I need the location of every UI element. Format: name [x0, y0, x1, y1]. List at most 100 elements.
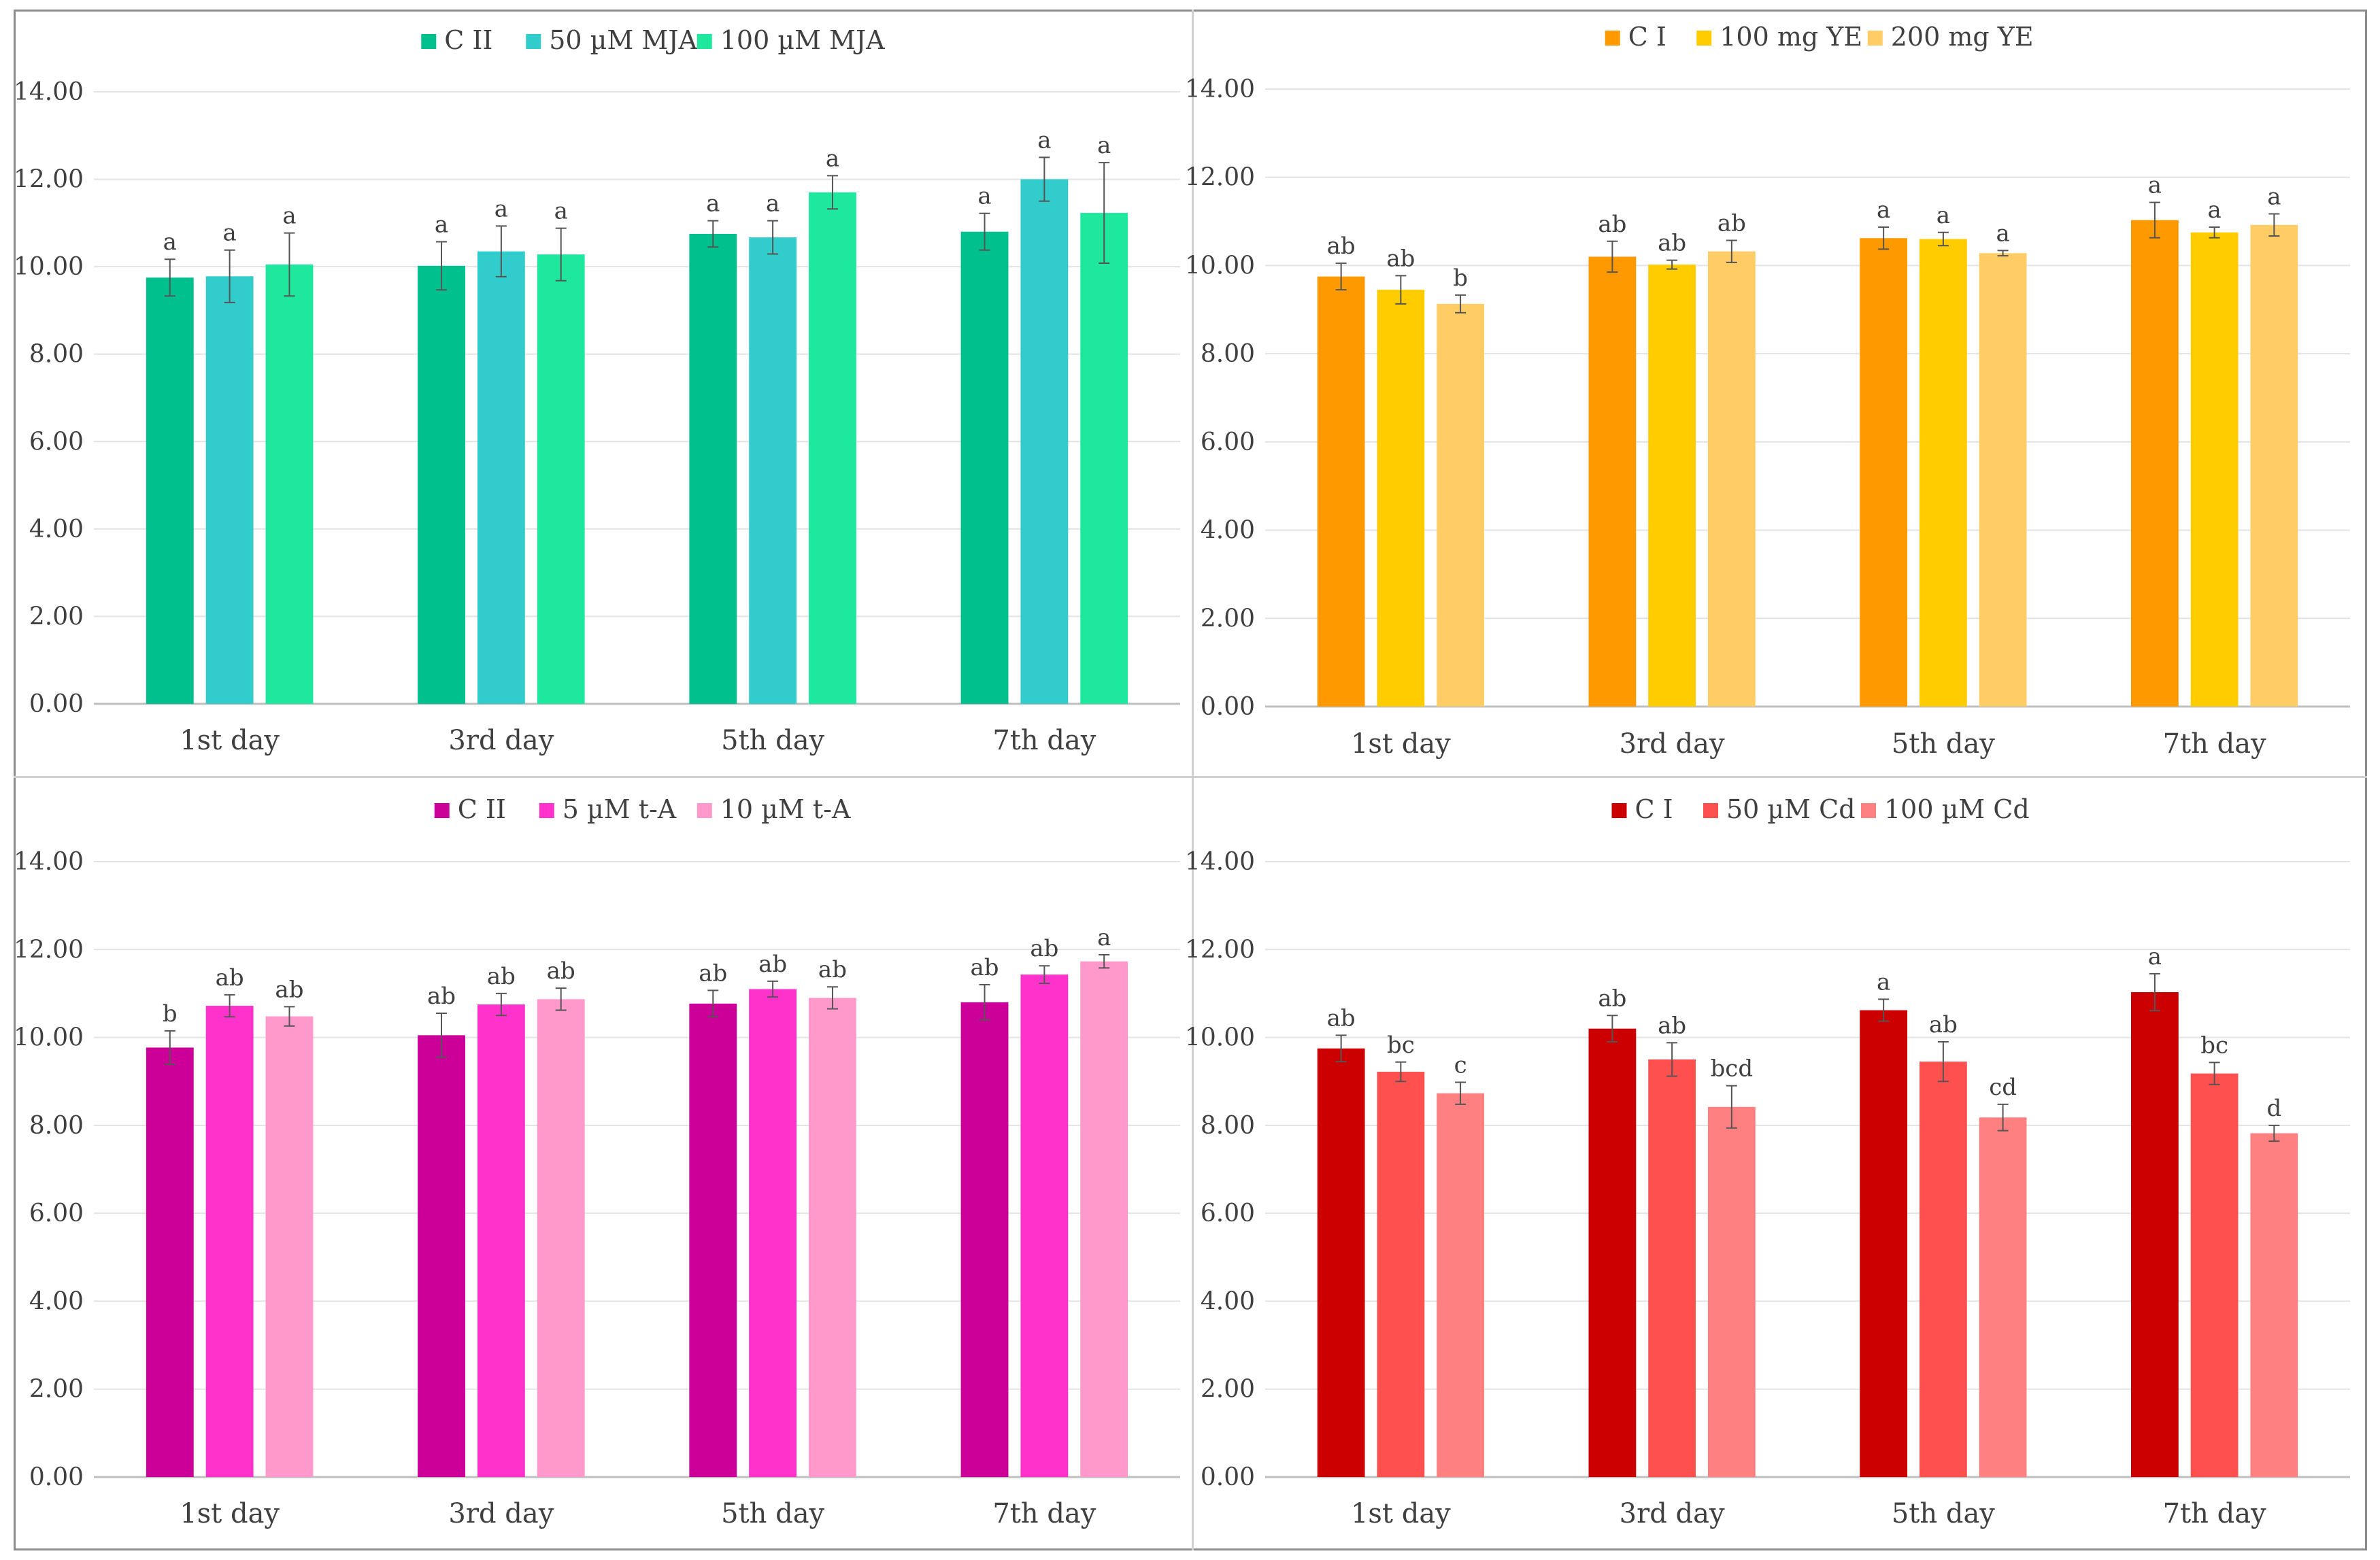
legend-label: C II: [458, 794, 506, 824]
significance-label: a: [977, 183, 991, 210]
bar: [2131, 220, 2179, 707]
bar: [146, 277, 194, 704]
y-tick-label: 10.00: [14, 253, 84, 281]
legend-swatch: [1861, 803, 1876, 818]
significance-label: ab: [1386, 245, 1415, 272]
legend-label: 100 µM MJA: [720, 25, 885, 55]
bar: [749, 989, 797, 1477]
significance-label: ab: [1327, 233, 1356, 260]
significance-label: a: [1097, 924, 1111, 951]
bar: [1437, 1093, 1484, 1477]
significance-label: ab: [216, 964, 244, 991]
bar: [2250, 1133, 2298, 1477]
y-tick-label: 2.00: [29, 603, 84, 630]
legend-swatch: [539, 803, 554, 818]
legend-label: 50 µM Cd: [1726, 794, 1856, 824]
y-tick-label: 4.00: [29, 515, 84, 543]
bar: [1437, 303, 1484, 707]
legend-label: 50 µM MJA: [549, 25, 697, 55]
y-tick-label: 6.00: [29, 1200, 84, 1227]
bar: [537, 999, 585, 1477]
y-tick-label: 12.00: [1185, 936, 1255, 964]
y-tick-label: 2.00: [1201, 1376, 1255, 1404]
significance-label: a: [2207, 197, 2221, 224]
legend-label: 200 mg YE: [1891, 22, 2034, 52]
x-category-label: 5th day: [721, 1498, 824, 1529]
x-category-label: 3rd day: [1620, 1498, 1725, 1529]
bar: [2190, 1073, 2239, 1477]
significance-label: ab: [1598, 211, 1626, 238]
bar: [1707, 251, 1756, 707]
significance-label: a: [2267, 184, 2281, 211]
legend-swatch: [421, 34, 437, 49]
y-tick-label: 4.00: [1201, 1287, 1255, 1315]
x-category-label: 3rd day: [448, 1498, 554, 1529]
x-category-label: 7th day: [2163, 1498, 2266, 1529]
legend-label: 5 µM t-A: [563, 794, 677, 824]
significance-label: bc: [1387, 1032, 1415, 1059]
significance-label: ab: [427, 983, 456, 1010]
significance-label: a: [163, 228, 177, 256]
bar: [146, 1047, 194, 1477]
x-category-label: 1st day: [180, 1498, 280, 1529]
bar: [205, 276, 254, 704]
bar: [1080, 961, 1128, 1477]
bar: [1860, 1010, 1908, 1477]
y-tick-label: 0.00: [29, 690, 84, 718]
legend-label: 100 µM Cd: [1884, 794, 2030, 824]
legend-swatch: [1605, 31, 1620, 46]
panel-divider-vertical: [1192, 10, 1194, 1550]
bar: [1860, 238, 1908, 707]
bar: [1919, 1062, 1967, 1477]
significance-label: ab: [547, 957, 575, 985]
y-tick-label: 2.00: [29, 1376, 84, 1404]
significance-label: a: [766, 190, 780, 218]
bar: [537, 254, 585, 705]
x-category-label: 3rd day: [1620, 728, 1725, 760]
figure-frame: [14, 10, 2367, 1550]
y-tick-label: 8.00: [1201, 340, 1255, 368]
significance-label: a: [495, 195, 508, 222]
x-category-label: 5th day: [1892, 1498, 1995, 1529]
significance-label: a: [1877, 197, 1890, 224]
bar: [960, 1002, 1009, 1477]
y-tick-label: 6.00: [1201, 1200, 1255, 1227]
legend-label: 10 µM t-A: [720, 794, 851, 824]
significance-label: bcd: [1711, 1055, 1754, 1083]
bar: [1080, 213, 1128, 705]
chart-panel-mja: 0.00 2.00 4.00 6.00 8.00 10.00 12.00 14.00 a a a 1s…: [14, 12, 1192, 776]
y-tick-label: 14.00: [14, 78, 84, 106]
bar: [2250, 224, 2298, 707]
y-tick-label: 0.00: [1201, 1463, 1255, 1491]
bar: [2131, 991, 2179, 1477]
x-category-label: 7th day: [992, 725, 1096, 756]
bar: [960, 231, 1009, 704]
x-category-label: 7th day: [2163, 728, 2266, 760]
legend-swatch: [1703, 803, 1718, 818]
legend-swatch: [1611, 803, 1627, 818]
y-tick-label: 8.00: [29, 341, 84, 369]
significance-label: d: [2266, 1095, 2281, 1122]
significance-label: ab: [1658, 1012, 1686, 1039]
legend-label: C I: [1628, 22, 1666, 52]
y-tick-label: 12.00: [14, 166, 84, 194]
legend-swatch: [1696, 31, 1712, 46]
bar: [1979, 253, 2027, 707]
significance-label: ab: [275, 976, 303, 1003]
y-tick-label: 10.00: [1185, 252, 1255, 279]
legend-label: C I: [1635, 794, 1673, 824]
y-tick-label: 10.00: [14, 1024, 84, 1052]
significance-label: ab: [1717, 209, 1746, 237]
y-tick-label: 2.00: [1201, 605, 1255, 632]
significance-label: ab: [971, 954, 999, 981]
bar: [1377, 1071, 1425, 1477]
significance-label: ab: [1598, 985, 1626, 1012]
bar: [809, 192, 856, 704]
significance-label: a: [554, 198, 568, 225]
significance-label: b: [1453, 265, 1468, 292]
y-tick-label: 8.00: [29, 1112, 84, 1140]
legend-label: C II: [444, 25, 492, 55]
y-tick-label: 12.00: [1185, 164, 1255, 192]
y-tick-label: 6.00: [29, 428, 84, 456]
significance-label: a: [1097, 132, 1111, 159]
